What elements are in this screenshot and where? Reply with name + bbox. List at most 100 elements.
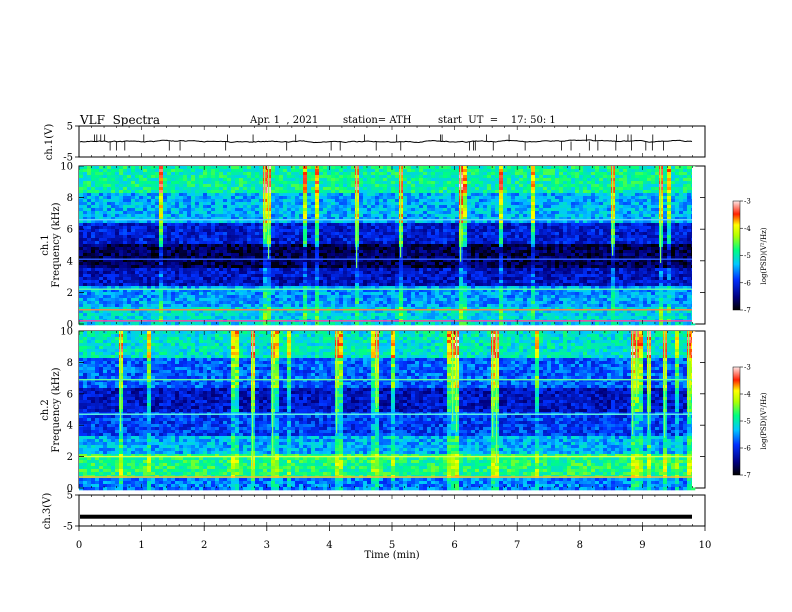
spectrogram-cell: [91, 262, 96, 266]
spectrogram-cell: [275, 253, 280, 257]
spectrogram-cell: [555, 178, 560, 182]
spectrogram-cell: [551, 238, 556, 242]
spectrogram-cell: [391, 190, 396, 194]
spectrogram-cell: [363, 181, 368, 185]
spectrogram-cell: [503, 172, 508, 176]
spectrogram-cell: [495, 259, 500, 263]
spectrogram-cell: [471, 241, 476, 245]
spectrogram-cell: [283, 226, 288, 230]
spectrogram-cell: [627, 190, 632, 194]
spectrogram-cell: [275, 181, 280, 185]
spectrogram-cell: [479, 199, 484, 203]
spectrogram-cell: [283, 220, 288, 224]
spectrogram-cell: [251, 193, 256, 197]
spectrogram-cell: [567, 241, 572, 245]
spectrogram-cell: [103, 205, 108, 209]
spectrogram-cell: [255, 247, 260, 251]
spectrogram-cell: [563, 199, 568, 203]
spectrogram-cell: [679, 235, 684, 239]
spectrogram-cell: [435, 247, 440, 251]
spectrogram-cell: [547, 184, 552, 188]
spectrogram-cell: [463, 241, 468, 245]
spectrogram-cell: [191, 259, 196, 263]
spectrogram-cell: [227, 181, 232, 185]
spectrogram-cell: [327, 247, 332, 251]
spectrogram-cell: [479, 247, 484, 251]
spectrogram-cell: [199, 199, 204, 203]
spectrogram-cell: [135, 256, 140, 260]
spectrogram-cell: [647, 244, 652, 248]
spectrogram-cell: [615, 229, 620, 233]
spectrogram-cell: [251, 250, 256, 254]
spectrogram-cell: [435, 232, 440, 236]
spectrogram-cell: [139, 181, 144, 185]
spectrogram-cell: [495, 208, 500, 212]
spectrogram-cell: [455, 214, 460, 218]
spectrogram-cell: [575, 241, 580, 245]
spectrogram-cell: [547, 253, 552, 257]
spectrogram-cell: [143, 190, 148, 194]
spectrogram-cell: [311, 166, 316, 170]
spectrogram-cell: [503, 223, 508, 227]
spectrogram-cell: [595, 166, 600, 170]
spectrogram-cell: [603, 247, 608, 251]
spectrogram-cell: [439, 178, 444, 182]
spectrogram-cell: [179, 226, 184, 230]
spectrogram-cell: [507, 241, 512, 245]
spectrogram-cell: [647, 205, 652, 209]
spectrogram-cell: [663, 235, 668, 239]
spectrogram-cell: [687, 214, 692, 218]
spectrogram-cell: [647, 229, 652, 233]
spectrogram-cell: [635, 229, 640, 233]
spectrogram-cell: [103, 238, 108, 242]
spectrogram-cell: [579, 244, 584, 248]
spectrogram-cell: [255, 178, 260, 182]
spectrogram-cell: [231, 241, 236, 245]
spectrogram-cell: [87, 184, 92, 188]
spectrogram-cell: [115, 232, 120, 236]
spectrogram-cell: [343, 253, 348, 257]
spectrogram-cell: [571, 172, 576, 176]
spectrogram-cell: [231, 181, 236, 185]
spectrogram-cell: [415, 190, 420, 194]
spectrogram-cell: [531, 250, 536, 254]
spectrogram-cell: [423, 196, 428, 200]
spectrogram-cell: [347, 235, 352, 239]
spectrogram-cell: [211, 250, 216, 254]
spectrogram-cell: [563, 214, 568, 218]
spectrogram-cell: [391, 202, 396, 206]
spectrogram-cell: [519, 238, 524, 242]
spectrogram-cell: [419, 253, 424, 257]
spectrogram-cell: [139, 208, 144, 212]
spectrogram-cell: [431, 244, 436, 248]
spectrogram-cell: [83, 169, 88, 173]
spectrogram-cell: [287, 256, 292, 260]
spectrogram-cell: [675, 169, 680, 173]
spectrogram-cell: [539, 181, 544, 185]
spectrogram-cell: [307, 226, 312, 230]
spectrogram-cell: [191, 199, 196, 203]
spectrogram-cell: [675, 253, 680, 257]
spectrogram-cell: [367, 214, 372, 218]
spectrogram-cell: [667, 259, 672, 263]
spectrogram-cell: [195, 226, 200, 230]
spectrogram-cell: [503, 208, 508, 212]
spectrogram-cell: [559, 190, 564, 194]
spectrogram-cell: [371, 220, 376, 224]
spectrogram-cell: [239, 169, 244, 173]
spectrogram-cell: [295, 211, 300, 215]
spectrogram-cell: [623, 214, 628, 218]
spectrogram-cell: [151, 214, 156, 218]
spectrogram-cell: [107, 256, 112, 260]
spectrogram-cell: [439, 169, 444, 173]
spectrogram-cell: [299, 202, 304, 206]
spectrogram-cell: [347, 229, 352, 233]
spectrogram-cell: [671, 169, 676, 173]
spectrogram-cell: [331, 190, 336, 194]
spectrogram-cell: [159, 220, 164, 224]
spectrogram-cell: [159, 199, 164, 203]
spectrogram-cell: [579, 190, 584, 194]
spectrogram-cell: [655, 166, 660, 170]
spectrogram-cell: [375, 250, 380, 254]
spectrogram-cell: [467, 208, 472, 212]
